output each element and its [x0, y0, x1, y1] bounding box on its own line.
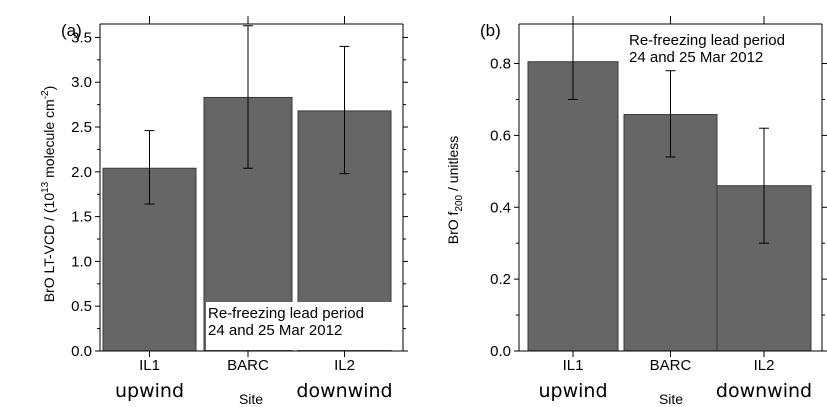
panel-a-bar-il1	[102, 167, 197, 352]
panel-b-annotation-line: Re-freezing lead period	[629, 32, 785, 49]
panel-b-category-label: IL1	[563, 357, 584, 374]
panel-b-label: (b)	[480, 21, 501, 40]
panel-a-ytick-label: 2.0	[71, 164, 92, 181]
panel-a-category-label: IL2	[334, 357, 355, 374]
panel-a-ytick-label: 2.5	[71, 119, 92, 136]
panel-a-annotation-line: 24 and 25 Mar 2012	[208, 322, 342, 339]
chart-panel-b: (b) BrO f200 / unitless Site Re-freezing…	[445, 16, 827, 407]
panel-b-error-bar	[665, 70, 676, 158]
panel-a-error-bar	[339, 45, 350, 175]
panel-b-category-sublabel: upwind	[538, 380, 607, 402]
panel-b-xlabel: Site	[659, 391, 683, 407]
panel-a-category-label: IL1	[139, 357, 160, 374]
panel-b-ytick-label: 0.6	[490, 127, 511, 144]
panel-a-ytick-label: 3.5	[71, 29, 92, 46]
panel-b-ytick-label: 0.4	[490, 199, 511, 216]
panel-a-error-bar	[144, 130, 155, 205]
panel-b-error-bar	[759, 127, 769, 244]
panel-a-ytick-label: 0.5	[71, 298, 92, 315]
panel-b-bar-il1	[527, 61, 619, 352]
panel-a-ytick-label: 0.0	[71, 343, 92, 360]
panel-a-label: (a)	[61, 21, 82, 40]
panel-b-ylabel: BrO f200 / unitless	[445, 136, 465, 245]
panel-a-error-bar	[243, 25, 253, 169]
panel-a-ytick-label: 1.0	[71, 253, 92, 270]
panel-b-ytick-label: 0.8	[490, 56, 511, 73]
panel-b-category-label: IL2	[754, 357, 775, 374]
panel-a-annotation-box	[206, 302, 394, 350]
panel-a-ytick-label: 1.5	[71, 209, 92, 226]
panel-b-ytick-label: 0.0	[490, 343, 511, 360]
panel-b-category-label: BARC	[650, 357, 692, 374]
panel-b-annotation-line: 24 and 25 Mar 2012	[629, 49, 763, 66]
panel-a-ylabel: BrO LT-VCD / (1013 molecule cm-2)	[40, 86, 57, 303]
panel-a-annotation-line: Re-freezing lead period	[208, 305, 364, 322]
panel-a-ytick-label: 3.0	[71, 74, 92, 91]
chart-panel-a: (a) BrO LT-VCD / (1013 molecule cm-2) Si…	[40, 16, 408, 407]
panel-a-category-sublabel: downwind	[296, 380, 392, 402]
panel-b-ytick-label: 0.2	[490, 271, 511, 288]
panel-a-xlabel: Site	[239, 391, 263, 407]
panel-a-category-label: BARC	[227, 357, 269, 374]
panel-a-category-sublabel: upwind	[115, 380, 184, 402]
panel-b-category-sublabel: downwind	[716, 380, 812, 402]
